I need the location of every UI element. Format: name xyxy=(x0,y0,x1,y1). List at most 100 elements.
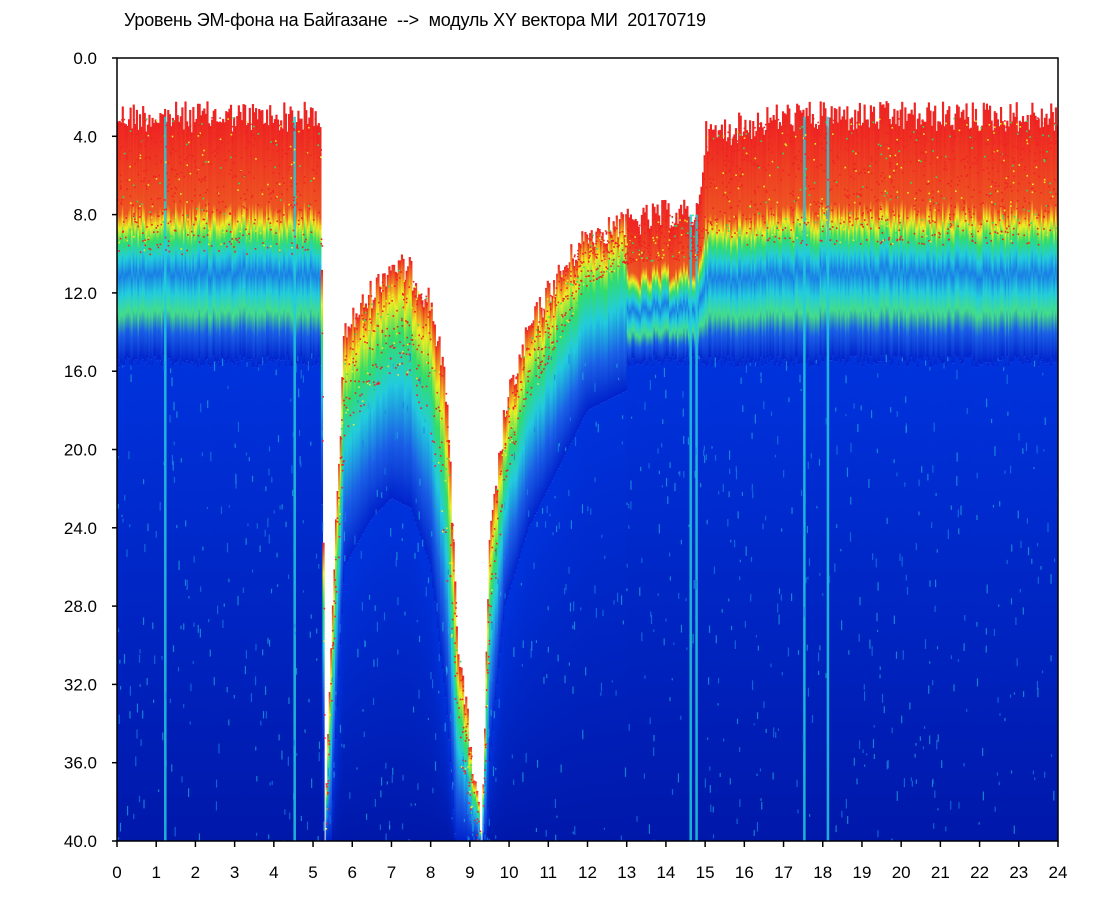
noise-speck xyxy=(674,225,676,227)
noise-speck xyxy=(948,213,951,216)
noise-speck xyxy=(1001,205,1004,208)
heat-column xyxy=(609,231,612,399)
noise-speck xyxy=(789,141,791,143)
noise-speck xyxy=(585,275,587,278)
noise-streak xyxy=(1003,367,1005,371)
noise-speck xyxy=(1007,176,1009,178)
noise-speck xyxy=(991,221,994,224)
noise-streak xyxy=(407,431,409,435)
noise-streak xyxy=(401,823,404,830)
noise-streak xyxy=(641,557,643,564)
heat-column-deep xyxy=(717,360,720,841)
noise-speck xyxy=(293,129,296,132)
heat-column-deep xyxy=(272,362,275,841)
noise-speck xyxy=(170,235,173,238)
noise-streak xyxy=(302,375,305,383)
noise-speck xyxy=(683,256,686,258)
heat-column-deep xyxy=(151,365,154,841)
heat-column-deep xyxy=(612,397,615,841)
heat-column-deep xyxy=(656,359,659,841)
spike-line xyxy=(293,116,296,841)
noise-speck xyxy=(1021,134,1023,137)
noise-speck xyxy=(607,241,610,244)
noise-streak xyxy=(696,760,698,763)
heat-column xyxy=(289,106,292,367)
noise-streak xyxy=(872,553,874,561)
noise-speck xyxy=(577,275,579,278)
heat-column xyxy=(581,231,584,422)
noise-speck xyxy=(238,241,240,244)
noise-speck xyxy=(765,169,768,171)
noise-speck xyxy=(1049,197,1052,200)
noise-speck xyxy=(708,152,710,154)
noise-speck xyxy=(599,269,602,272)
noise-streak xyxy=(755,635,757,638)
heat-column xyxy=(534,306,537,516)
noise-streak xyxy=(419,478,421,486)
noise-speck xyxy=(875,200,878,203)
noise-speck xyxy=(548,327,551,330)
noise-speck xyxy=(820,164,823,166)
noise-speck xyxy=(971,224,973,226)
noise-speck xyxy=(757,165,760,167)
noise-speck xyxy=(581,262,583,264)
heat-column xyxy=(1034,115,1037,356)
noise-speck xyxy=(596,257,598,259)
noise-speck xyxy=(767,147,770,150)
noise-speck xyxy=(266,246,269,249)
noise-speck xyxy=(880,191,883,194)
heat-column-deep xyxy=(882,361,885,841)
noise-speck xyxy=(504,450,507,452)
heat-column xyxy=(451,522,454,787)
noise-speck xyxy=(243,193,246,195)
noise-speck xyxy=(192,133,194,135)
noise-streak xyxy=(739,559,741,563)
noise-speck xyxy=(862,185,864,188)
noise-streak xyxy=(698,355,700,360)
noise-speck xyxy=(537,383,539,385)
heat-column xyxy=(201,110,204,366)
noise-speck xyxy=(194,188,196,191)
noise-speck xyxy=(513,443,516,445)
noise-speck xyxy=(612,258,615,261)
heat-column xyxy=(620,212,623,394)
heat-column-deep xyxy=(951,363,954,841)
noise-speck xyxy=(316,138,319,141)
noise-speck xyxy=(417,292,420,295)
noise-speck xyxy=(169,220,172,223)
noise-streak xyxy=(397,649,399,655)
heat-column-deep xyxy=(201,365,204,841)
noise-speck xyxy=(402,344,405,347)
noise-speck xyxy=(180,193,182,195)
heat-column-deep xyxy=(203,364,206,841)
heat-column-deep xyxy=(974,367,978,841)
heat-column-deep xyxy=(722,359,725,841)
noise-streak xyxy=(386,781,388,785)
noise-streak xyxy=(267,637,269,644)
noise-speck xyxy=(512,406,515,409)
noise-streak xyxy=(152,622,154,630)
noise-speck xyxy=(594,264,597,266)
heat-column-deep xyxy=(276,359,280,841)
heat-column xyxy=(231,131,234,364)
heat-column-deep xyxy=(311,366,314,841)
heat-column xyxy=(187,126,190,364)
heat-column xyxy=(236,116,239,362)
noise-speck xyxy=(141,203,143,205)
noise-speck xyxy=(520,381,523,383)
noise-speck xyxy=(870,209,872,212)
heat-column xyxy=(193,122,197,366)
noise-speck xyxy=(130,225,133,228)
noise-speck xyxy=(428,311,431,313)
noise-speck xyxy=(495,577,497,579)
heat-column xyxy=(165,121,168,356)
noise-speck xyxy=(732,161,734,163)
y-tick-label: 8.0 xyxy=(73,206,97,225)
heat-column xyxy=(697,204,700,366)
noise-streak xyxy=(123,654,126,664)
noise-streak xyxy=(273,510,275,514)
heat-column-deep xyxy=(309,356,313,841)
plot-area xyxy=(117,58,1058,841)
noise-streak xyxy=(985,628,987,635)
noise-streak xyxy=(251,569,254,573)
